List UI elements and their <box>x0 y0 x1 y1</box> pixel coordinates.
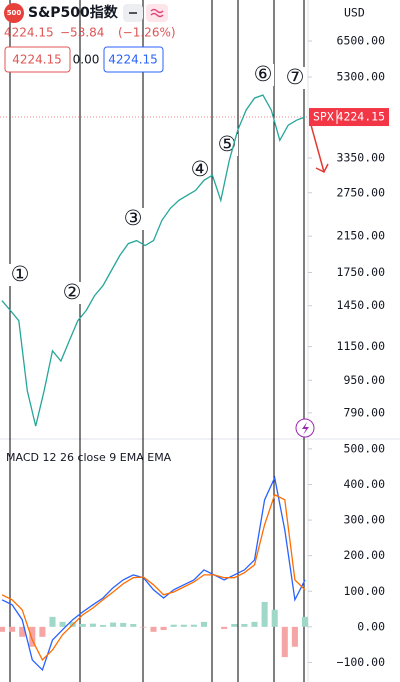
histogram-bar <box>9 626 16 632</box>
histogram-bar <box>39 626 46 637</box>
toggle-icon <box>150 8 164 18</box>
y-tick-label: 1450.00 <box>337 298 386 312</box>
last-price-label: 4224.15 <box>337 110 385 124</box>
ask-box[interactable] <box>103 46 164 73</box>
arrow <box>310 124 329 174</box>
y-tick-label: 2750.00 <box>337 185 386 199</box>
histogram-bar <box>170 624 177 627</box>
y-tick-label: 3350.00 <box>337 150 386 164</box>
annotation: ⑥ <box>254 62 273 86</box>
histogram-bar <box>110 622 117 627</box>
y-tick-label: 300.00 <box>343 513 385 527</box>
y-tick-label: −100.00 <box>337 655 386 669</box>
bid: 4224.15 <box>12 53 62 67</box>
annotation: ④ <box>191 157 210 181</box>
last-price-badge <box>309 108 389 127</box>
histogram-bar <box>130 623 137 627</box>
histogram-bar <box>261 601 268 627</box>
y-tick-label: 1150.00 <box>337 339 386 353</box>
y-tick-label: 6500.00 <box>337 33 386 47</box>
y-tick-label: 500.00 <box>343 441 385 455</box>
histogram-bar <box>301 616 309 627</box>
y-tick-label: 0.00 <box>357 619 385 633</box>
annotation-bg <box>284 67 306 89</box>
annotation-bg <box>189 159 211 181</box>
y-tick-label: 1750.00 <box>337 265 386 279</box>
y-tick-label: 950.00 <box>343 373 385 387</box>
logo-text: 500 <box>7 9 22 17</box>
histogram-bar <box>180 624 187 627</box>
histogram-bar <box>59 621 66 627</box>
histogram-bar <box>140 626 147 628</box>
annotation: ① <box>11 262 30 286</box>
histogram-bar <box>120 622 127 627</box>
annotation-bg <box>122 208 144 230</box>
histogram-bar <box>0 626 6 632</box>
price: 4224.15 <box>4 26 54 40</box>
histogram-bar <box>99 625 107 627</box>
y-tick-label: 200.00 <box>343 548 385 562</box>
histogram-bar <box>231 623 238 627</box>
symbol-title: S&P500指数 <box>28 4 119 21</box>
y-tick-label: 5300.00 <box>337 70 386 84</box>
y-tick-label: 790.00 <box>343 405 385 419</box>
histogram-bar <box>19 626 26 637</box>
annotation-bg <box>9 264 31 286</box>
symbol-badge: SPX <box>313 110 334 124</box>
change-pct: (−1.26%) <box>118 26 176 40</box>
annotation: ③ <box>124 206 143 230</box>
line <box>1 475 306 672</box>
annotation-bg <box>61 282 83 304</box>
macd-legend: MACD 12 26 close 9 EMA EMA <box>6 451 172 464</box>
histogram-bar <box>29 626 36 647</box>
histogram-bar <box>251 621 258 627</box>
spread: 0.00 <box>73 53 100 67</box>
annotation: ② <box>63 280 82 304</box>
histogram-bar <box>190 624 197 627</box>
toggle[interactable] <box>146 4 168 22</box>
histogram-bar <box>241 623 248 627</box>
ask: 4224.15 <box>108 53 158 67</box>
histogram-bar <box>160 626 167 631</box>
line <box>1 493 306 661</box>
y-tick-label: 400.00 <box>343 477 385 491</box>
annotation: ⑦ <box>286 65 305 89</box>
histogram-bar <box>49 616 56 627</box>
logo <box>4 3 24 23</box>
line <box>1 94 306 427</box>
histogram-bar <box>271 609 278 627</box>
change: −53.84 <box>60 26 104 40</box>
y-tick-label: 2150.00 <box>337 229 386 243</box>
currency: USD <box>344 6 365 20</box>
histogram-bar <box>221 626 228 629</box>
histogram-bar <box>79 623 86 627</box>
histogram-bar <box>150 626 157 632</box>
histogram-bar <box>291 626 298 647</box>
bid-box[interactable] <box>4 46 71 73</box>
event-icon-bolt <box>302 422 309 435</box>
histogram-bar <box>281 626 288 658</box>
y-tick-label: 100.00 <box>343 584 385 598</box>
histogram-bar <box>89 623 96 627</box>
histogram-bar <box>200 621 208 627</box>
annotation-bg <box>252 64 274 86</box>
